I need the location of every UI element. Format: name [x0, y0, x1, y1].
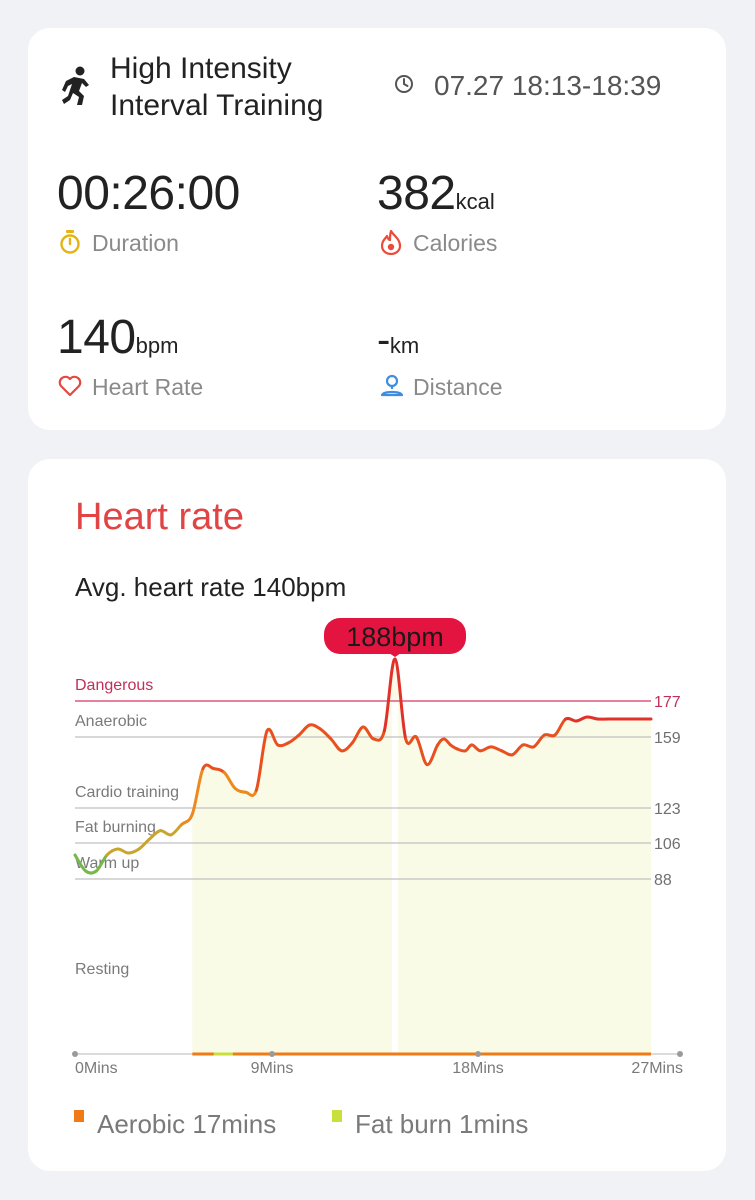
heart-rate-line-segment — [254, 729, 269, 792]
workout-time-range: 07.27 18:13-18:39 — [434, 70, 662, 101]
peak-bubble — [324, 618, 466, 654]
heart-rate-line-segment — [276, 741, 290, 748]
heart-rate-line-segment — [180, 812, 194, 826]
heart-rate-line-segment — [244, 788, 258, 797]
distance-metric: -km — [377, 318, 419, 363]
heart-rate-section-title: Heart rate — [75, 496, 244, 538]
legend-aerobic-label: Aerobic 17mins — [97, 1109, 277, 1139]
x-tick-dot — [677, 1051, 683, 1057]
x-tick-label: 9Mins — [251, 1060, 294, 1077]
calories-metric: 382kcal — [377, 166, 495, 221]
calories-unit: kcal — [455, 189, 495, 214]
peak-value-label: 188bpm — [346, 622, 444, 652]
heart-rate-line-segment — [126, 847, 141, 855]
x-tick-label: 18Mins — [452, 1060, 504, 1077]
heart-rate-line-segment — [169, 823, 184, 837]
peak-marker-stripe — [392, 701, 398, 1054]
distance-value: - — [377, 318, 390, 362]
heart-rate-card: Heart rate Avg. heart rate 140bpm 177 Dan… — [28, 459, 726, 1171]
heart-rate-line-segment — [116, 847, 130, 855]
zone-label-cardio-training: Cardio training — [75, 784, 179, 801]
peak-bubble-pointer — [389, 653, 401, 657]
heart-rate-line-segment — [425, 743, 440, 767]
zone-threshold-cardio-training: 123 — [654, 801, 681, 818]
heart-rate-unit: bpm — [135, 333, 179, 358]
heart-rate-chart: 177 Dangerous 159 Anaerobic 123 Cardio traini… — [72, 618, 683, 1077]
location-pin-icon — [380, 373, 404, 404]
workout-summary-card: High Intensity Interval Training 07.27 1… — [28, 28, 726, 430]
running-person-icon — [60, 66, 92, 111]
average-heart-rate: Avg. heart rate 140bpm — [75, 572, 347, 602]
zone-label-resting: Resting — [75, 961, 129, 978]
heart-icon — [58, 375, 82, 402]
zone-threshold-dangerous: 177 — [654, 694, 681, 711]
calories-value: 382 — [377, 167, 456, 220]
heart-rate-line-segment — [137, 837, 152, 851]
x-tick-dot — [269, 1051, 275, 1057]
activity-title-line1: High Intensity — [110, 52, 292, 85]
distance-label: Distance — [413, 374, 503, 400]
distance-unit: km — [389, 333, 420, 358]
x-tick-dot — [475, 1051, 481, 1057]
calories-label: Calories — [413, 230, 498, 256]
zone-label-dangerous: Dangerous — [75, 677, 153, 694]
heart-rate-line-segment — [393, 657, 408, 741]
zone-threshold-warm-up: 88 — [654, 872, 672, 889]
chart-area-fill — [192, 659, 652, 1054]
x-tick-label: 27Mins — [631, 1060, 683, 1077]
zone-label-fat-burning: Fat burning — [75, 819, 156, 836]
stopwatch-icon — [59, 230, 81, 259]
duration-label: Duration — [92, 230, 179, 256]
heart-rate-label: Heart Rate — [92, 374, 204, 400]
activity-title-line2: Interval Training — [110, 89, 324, 122]
zone-threshold-anaerobic: 159 — [654, 730, 681, 747]
clock-icon — [394, 74, 414, 99]
heart-rate-line-segment — [382, 657, 397, 733]
zone-label-warm-up: Warm up — [75, 855, 139, 872]
heart-rate-line-segment — [201, 763, 216, 771]
heart-rate-metric: 140bpm — [57, 310, 178, 365]
heart-rate-line-segment — [190, 767, 205, 816]
heart-rate-value: 140 — [57, 311, 136, 364]
flame-icon — [380, 229, 402, 260]
heart-rate-line-segment — [158, 829, 173, 837]
x-tick-dot — [72, 1051, 78, 1057]
zone-threshold-fat-burning: 106 — [654, 836, 681, 853]
legend-fat-burn-label: Fat burn 1mins — [355, 1109, 529, 1139]
x-tick-label: 0Mins — [75, 1060, 118, 1077]
legend-fat-burn-swatch — [332, 1110, 342, 1122]
heart-rate-line-segment — [372, 729, 386, 742]
zone-label-anaerobic: Anaerobic — [75, 713, 147, 730]
heart-rate-line-segment — [542, 733, 557, 738]
legend-aerobic-swatch — [74, 1110, 84, 1122]
duration-value: 00:26:00 — [57, 167, 240, 220]
